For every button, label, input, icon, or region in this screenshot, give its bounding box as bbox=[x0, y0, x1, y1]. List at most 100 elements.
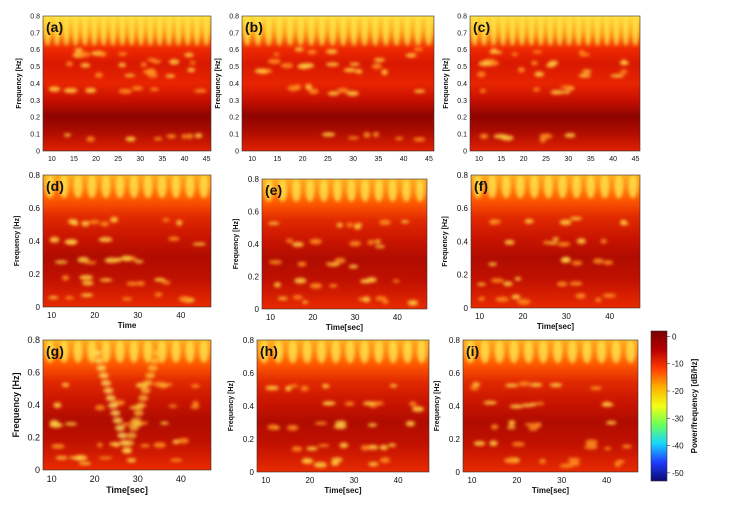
plume-spot bbox=[117, 432, 128, 439]
x-tick-label: 10 bbox=[47, 474, 57, 484]
band-lobe bbox=[402, 340, 413, 364]
spectrogram-heatmap bbox=[470, 16, 640, 151]
hot-spots bbox=[267, 219, 419, 306]
y-tick-label: 0.2 bbox=[29, 270, 41, 279]
hot-spot bbox=[98, 456, 113, 460]
hot-spot bbox=[549, 382, 563, 388]
high-frequency-band bbox=[264, 179, 425, 202]
x-tick-label: 10 bbox=[266, 313, 275, 322]
hot-spot bbox=[172, 439, 180, 445]
hot-spot bbox=[571, 260, 583, 266]
hot-spot bbox=[576, 238, 586, 244]
hot-spot bbox=[94, 72, 103, 78]
hot-spot bbox=[313, 461, 328, 468]
band-lobe bbox=[157, 340, 167, 363]
spectrogram-heatmap bbox=[43, 175, 211, 307]
x-tick-label: 40 bbox=[602, 476, 611, 485]
x-tick-label: 20 bbox=[90, 474, 100, 484]
hot-spot bbox=[489, 440, 498, 447]
hot-spot bbox=[381, 69, 388, 76]
hot-spot bbox=[99, 52, 107, 57]
hot-spot bbox=[479, 133, 489, 140]
hot-spots bbox=[254, 47, 426, 142]
hot-spot bbox=[84, 261, 97, 265]
hot-spot bbox=[325, 49, 338, 54]
band-lobe bbox=[600, 175, 610, 199]
hot-spot bbox=[389, 384, 398, 388]
colorbar: 0 -10 -20 -30 -40 -50 Power/frequency [dB/Hz] bbox=[650, 330, 699, 482]
y-tick-label: 0 bbox=[35, 465, 40, 475]
hot-spot bbox=[344, 401, 355, 406]
plume-spot bbox=[110, 410, 121, 416]
hot-spot bbox=[286, 424, 299, 431]
hot-spot bbox=[343, 67, 357, 73]
hot-spot bbox=[371, 63, 382, 70]
hot-spot bbox=[552, 237, 559, 241]
hot-spot bbox=[534, 71, 545, 77]
y-tick-label: 0.8 bbox=[243, 336, 255, 345]
hot-spot bbox=[610, 74, 625, 78]
band-lobe bbox=[72, 16, 79, 46]
spectrogram-heatmap bbox=[262, 179, 427, 309]
x-tick-label: 30 bbox=[351, 313, 360, 322]
band-lobe bbox=[585, 16, 592, 46]
hot-spot bbox=[169, 59, 180, 65]
y-tick-label: 0.4 bbox=[229, 81, 239, 88]
x-tick-label: 10 bbox=[475, 312, 484, 321]
y-tick-label: 0.2 bbox=[248, 272, 260, 281]
hot-spot bbox=[560, 90, 571, 94]
hot-spot bbox=[584, 444, 598, 450]
band-lobe bbox=[374, 340, 384, 364]
band-lobe bbox=[515, 175, 525, 199]
hot-spot bbox=[517, 67, 525, 73]
x-tick-label: 10 bbox=[248, 156, 256, 163]
axes-frame bbox=[256, 339, 430, 473]
plume-spot bbox=[122, 447, 132, 454]
x-tick-label: 30 bbox=[133, 474, 143, 484]
hot-spot bbox=[564, 133, 576, 138]
hot-spot bbox=[100, 221, 110, 227]
band-lobe bbox=[100, 16, 107, 46]
band-lobe bbox=[529, 175, 539, 199]
hot-spot bbox=[321, 132, 336, 137]
hot-spot bbox=[118, 52, 128, 56]
y-tick-label: 0.4 bbox=[30, 81, 40, 88]
hot-spot bbox=[372, 131, 380, 138]
hot-spot bbox=[367, 239, 375, 245]
y-tick-label: 0.1 bbox=[457, 132, 467, 139]
hot-spot bbox=[126, 458, 137, 463]
x-tick-label: 25 bbox=[542, 156, 550, 163]
hot-spot bbox=[483, 400, 497, 405]
band-lobe bbox=[166, 16, 172, 46]
hot-spot bbox=[621, 444, 632, 449]
panel-e: 0 0.2 0.4 0.6 0.8 10 20 30 40 Frequency [Hz] Time[… bbox=[233, 175, 428, 332]
y-tick-label: 0.2 bbox=[229, 115, 239, 122]
hot-spot bbox=[334, 257, 346, 264]
axes-frame bbox=[42, 339, 212, 471]
hot-spot bbox=[524, 422, 537, 427]
hot-spot bbox=[134, 259, 144, 264]
x-tick-label: 40 bbox=[605, 312, 614, 321]
x-tick-label: 40 bbox=[176, 474, 186, 484]
y-tick-label: 0.6 bbox=[29, 204, 41, 213]
band-lobe bbox=[374, 179, 384, 202]
x-tick-label: 45 bbox=[203, 156, 211, 163]
band-lobe bbox=[305, 179, 315, 202]
band-lobe bbox=[417, 340, 427, 364]
hot-spots bbox=[48, 48, 207, 142]
band-lobe bbox=[319, 179, 329, 202]
plume-spot bbox=[124, 440, 135, 446]
high-frequency-band bbox=[44, 16, 210, 46]
x-tick-label: 20 bbox=[305, 476, 314, 485]
band-lobe bbox=[393, 16, 401, 46]
hot-spot bbox=[68, 218, 78, 225]
hot-spot bbox=[277, 296, 288, 301]
hot-spot bbox=[297, 261, 307, 267]
x-tick-label: 30 bbox=[350, 476, 359, 485]
hot-spot bbox=[79, 274, 94, 281]
hot-spot bbox=[153, 137, 163, 141]
panel-letter: (i) bbox=[466, 343, 479, 359]
x-tick-label: 40 bbox=[400, 156, 408, 163]
band-lobe bbox=[275, 16, 283, 46]
